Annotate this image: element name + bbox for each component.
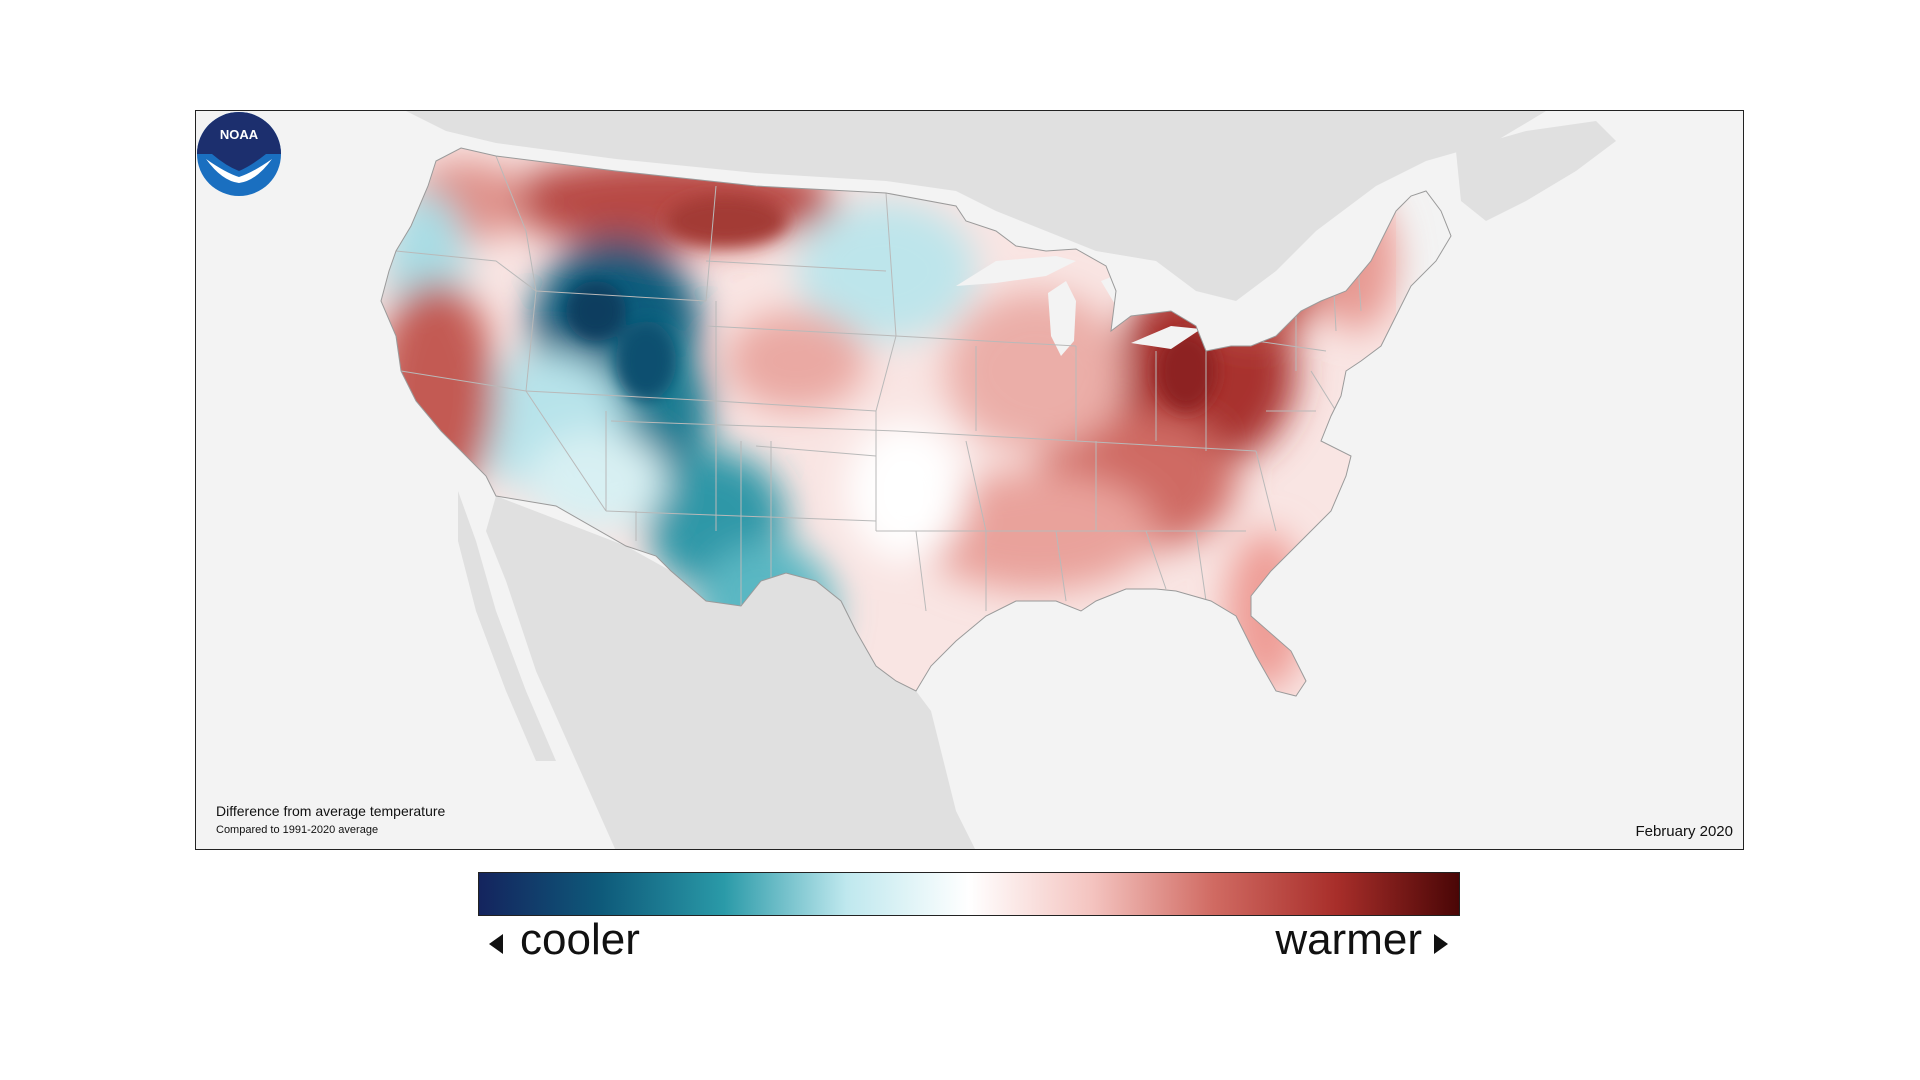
arrow-right-icon bbox=[1434, 934, 1448, 954]
us-temperature-map bbox=[380, 111, 1616, 849]
state-borders bbox=[395, 155, 1362, 612]
arrow-left-icon bbox=[489, 934, 503, 954]
legend-cooler-label: cooler bbox=[520, 915, 640, 964]
legend-color-bar bbox=[478, 872, 1460, 916]
great-lakes bbox=[956, 256, 1256, 356]
mexico-landmass bbox=[486, 496, 975, 849]
noaa-logo-text: NOAA bbox=[220, 127, 259, 142]
canada-landmass bbox=[406, 111, 1546, 301]
map-date: February 2020 bbox=[1635, 823, 1733, 840]
map-frame: NOAA Difference from average temperature… bbox=[195, 110, 1744, 850]
caption-subtitle: Compared to 1991-2020 average bbox=[216, 824, 379, 836]
nova-scotia-landmass bbox=[1456, 121, 1616, 221]
caption-title: Difference from average temperature bbox=[216, 803, 446, 819]
noaa-logo: NOAA bbox=[197, 112, 281, 196]
legend-warmer-label: warmer bbox=[1275, 915, 1422, 964]
us-outline bbox=[380, 147, 1452, 697]
